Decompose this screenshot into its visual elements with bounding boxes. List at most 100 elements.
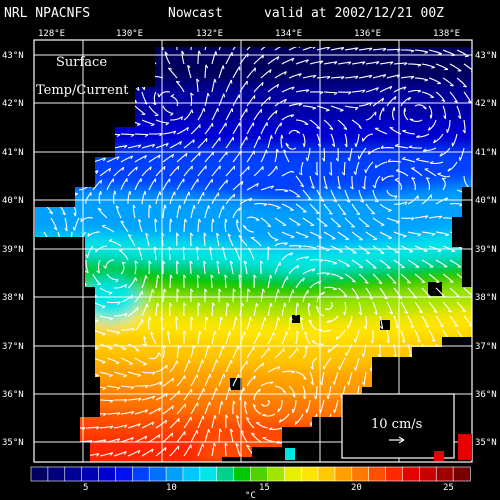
current-vector: [92, 329, 106, 336]
current-vector: [290, 441, 304, 448]
current-vector: [344, 47, 359, 51]
current-vector: [316, 272, 331, 276]
current-vector: [183, 274, 187, 288]
current-vector: [197, 137, 208, 149]
current-vector: [326, 385, 332, 400]
current-vector: [114, 283, 127, 289]
current-vector: [99, 425, 114, 429]
colorbar-cell: [250, 466, 268, 482]
current-vector: [435, 371, 442, 385]
current-vector: [315, 305, 325, 317]
current-vector: [50, 49, 65, 54]
current-vector: [155, 302, 160, 317]
current-vector: [449, 63, 462, 72]
current-vector: [302, 345, 309, 359]
current-vector: [57, 287, 68, 298]
current-vector: [44, 455, 58, 459]
colorbar-cell: [165, 466, 184, 482]
current-vector: [120, 155, 134, 163]
current-vector: [274, 289, 280, 303]
current-vector: [225, 165, 236, 177]
colorbar-tick-15: 15: [259, 483, 270, 493]
current-vector: [134, 260, 139, 275]
current-vector: [197, 107, 206, 121]
current-vector: [309, 203, 320, 214]
current-vector: [269, 450, 283, 457]
current-vector: [337, 61, 352, 65]
current-vector: [169, 218, 173, 232]
current-vector: [346, 315, 353, 329]
current-vector: [211, 359, 219, 373]
current-vector: [92, 157, 107, 163]
current-vector: [260, 185, 275, 191]
current-vector: [414, 215, 429, 219]
current-vector: [424, 168, 437, 177]
current-vector: [176, 232, 180, 247]
current-vector: [235, 442, 241, 457]
current-vector: [175, 80, 185, 93]
current-vector: [274, 148, 280, 163]
current-vector: [238, 235, 248, 247]
current-vector: [330, 273, 344, 280]
current-vector: [260, 381, 274, 387]
current-vector: [260, 122, 268, 135]
current-vector: [393, 315, 399, 329]
current-vector: [197, 218, 202, 233]
current-vector: [283, 427, 297, 435]
current-vector: [161, 232, 165, 247]
current-vector: [106, 385, 121, 390]
current-vector: [330, 47, 345, 51]
current-vector: [218, 205, 225, 219]
current-vector: [368, 147, 381, 155]
current-vector: [351, 61, 366, 65]
current-vector: [127, 423, 141, 429]
current-vector: [246, 150, 255, 163]
current-vector: [370, 330, 374, 344]
current-vector: [162, 153, 175, 163]
current-vector: [407, 343, 413, 358]
current-vector: [295, 175, 305, 188]
current-vector: [253, 135, 261, 149]
current-vector: [64, 413, 79, 418]
current-vector: [386, 329, 390, 344]
current-vector: [96, 259, 101, 274]
current-vector: [183, 330, 187, 345]
current-vector: [162, 130, 177, 135]
current-vector: [250, 432, 262, 443]
current-vector: [64, 273, 74, 286]
current-vector: [141, 371, 156, 376]
current-vector: [324, 301, 333, 311]
current-vector: [295, 371, 307, 380]
current-vector: [414, 357, 420, 372]
colorbar-cell: [435, 466, 454, 482]
current-vector: [162, 432, 174, 443]
current-vector: [92, 439, 107, 443]
current-vector: [239, 136, 248, 149]
current-vector: [183, 359, 191, 373]
current-vector: [72, 427, 86, 431]
current-vector: [92, 133, 107, 138]
current-vector: [225, 193, 236, 205]
current-vector: [64, 329, 78, 337]
current-vector: [211, 442, 217, 457]
current-vector: [344, 273, 356, 283]
current-vector: [113, 166, 125, 177]
current-vector: [162, 377, 174, 387]
current-vector: [288, 103, 303, 107]
current-vector: [260, 149, 268, 163]
current-vector: [337, 203, 347, 216]
current-vector: [155, 191, 162, 205]
current-vector: [335, 147, 339, 162]
current-vector: [274, 71, 287, 79]
current-vector: [323, 231, 336, 240]
current-vector: [227, 233, 234, 247]
current-vector: [414, 245, 428, 253]
current-vector: [85, 287, 97, 297]
current-vector: [309, 91, 324, 95]
current-vector: [218, 400, 224, 415]
current-vector: [393, 201, 408, 206]
forecast-mode: Nowcast: [168, 6, 223, 21]
current-vector: [379, 287, 388, 300]
current-vector: [274, 47, 287, 51]
current-vector: [449, 287, 460, 298]
